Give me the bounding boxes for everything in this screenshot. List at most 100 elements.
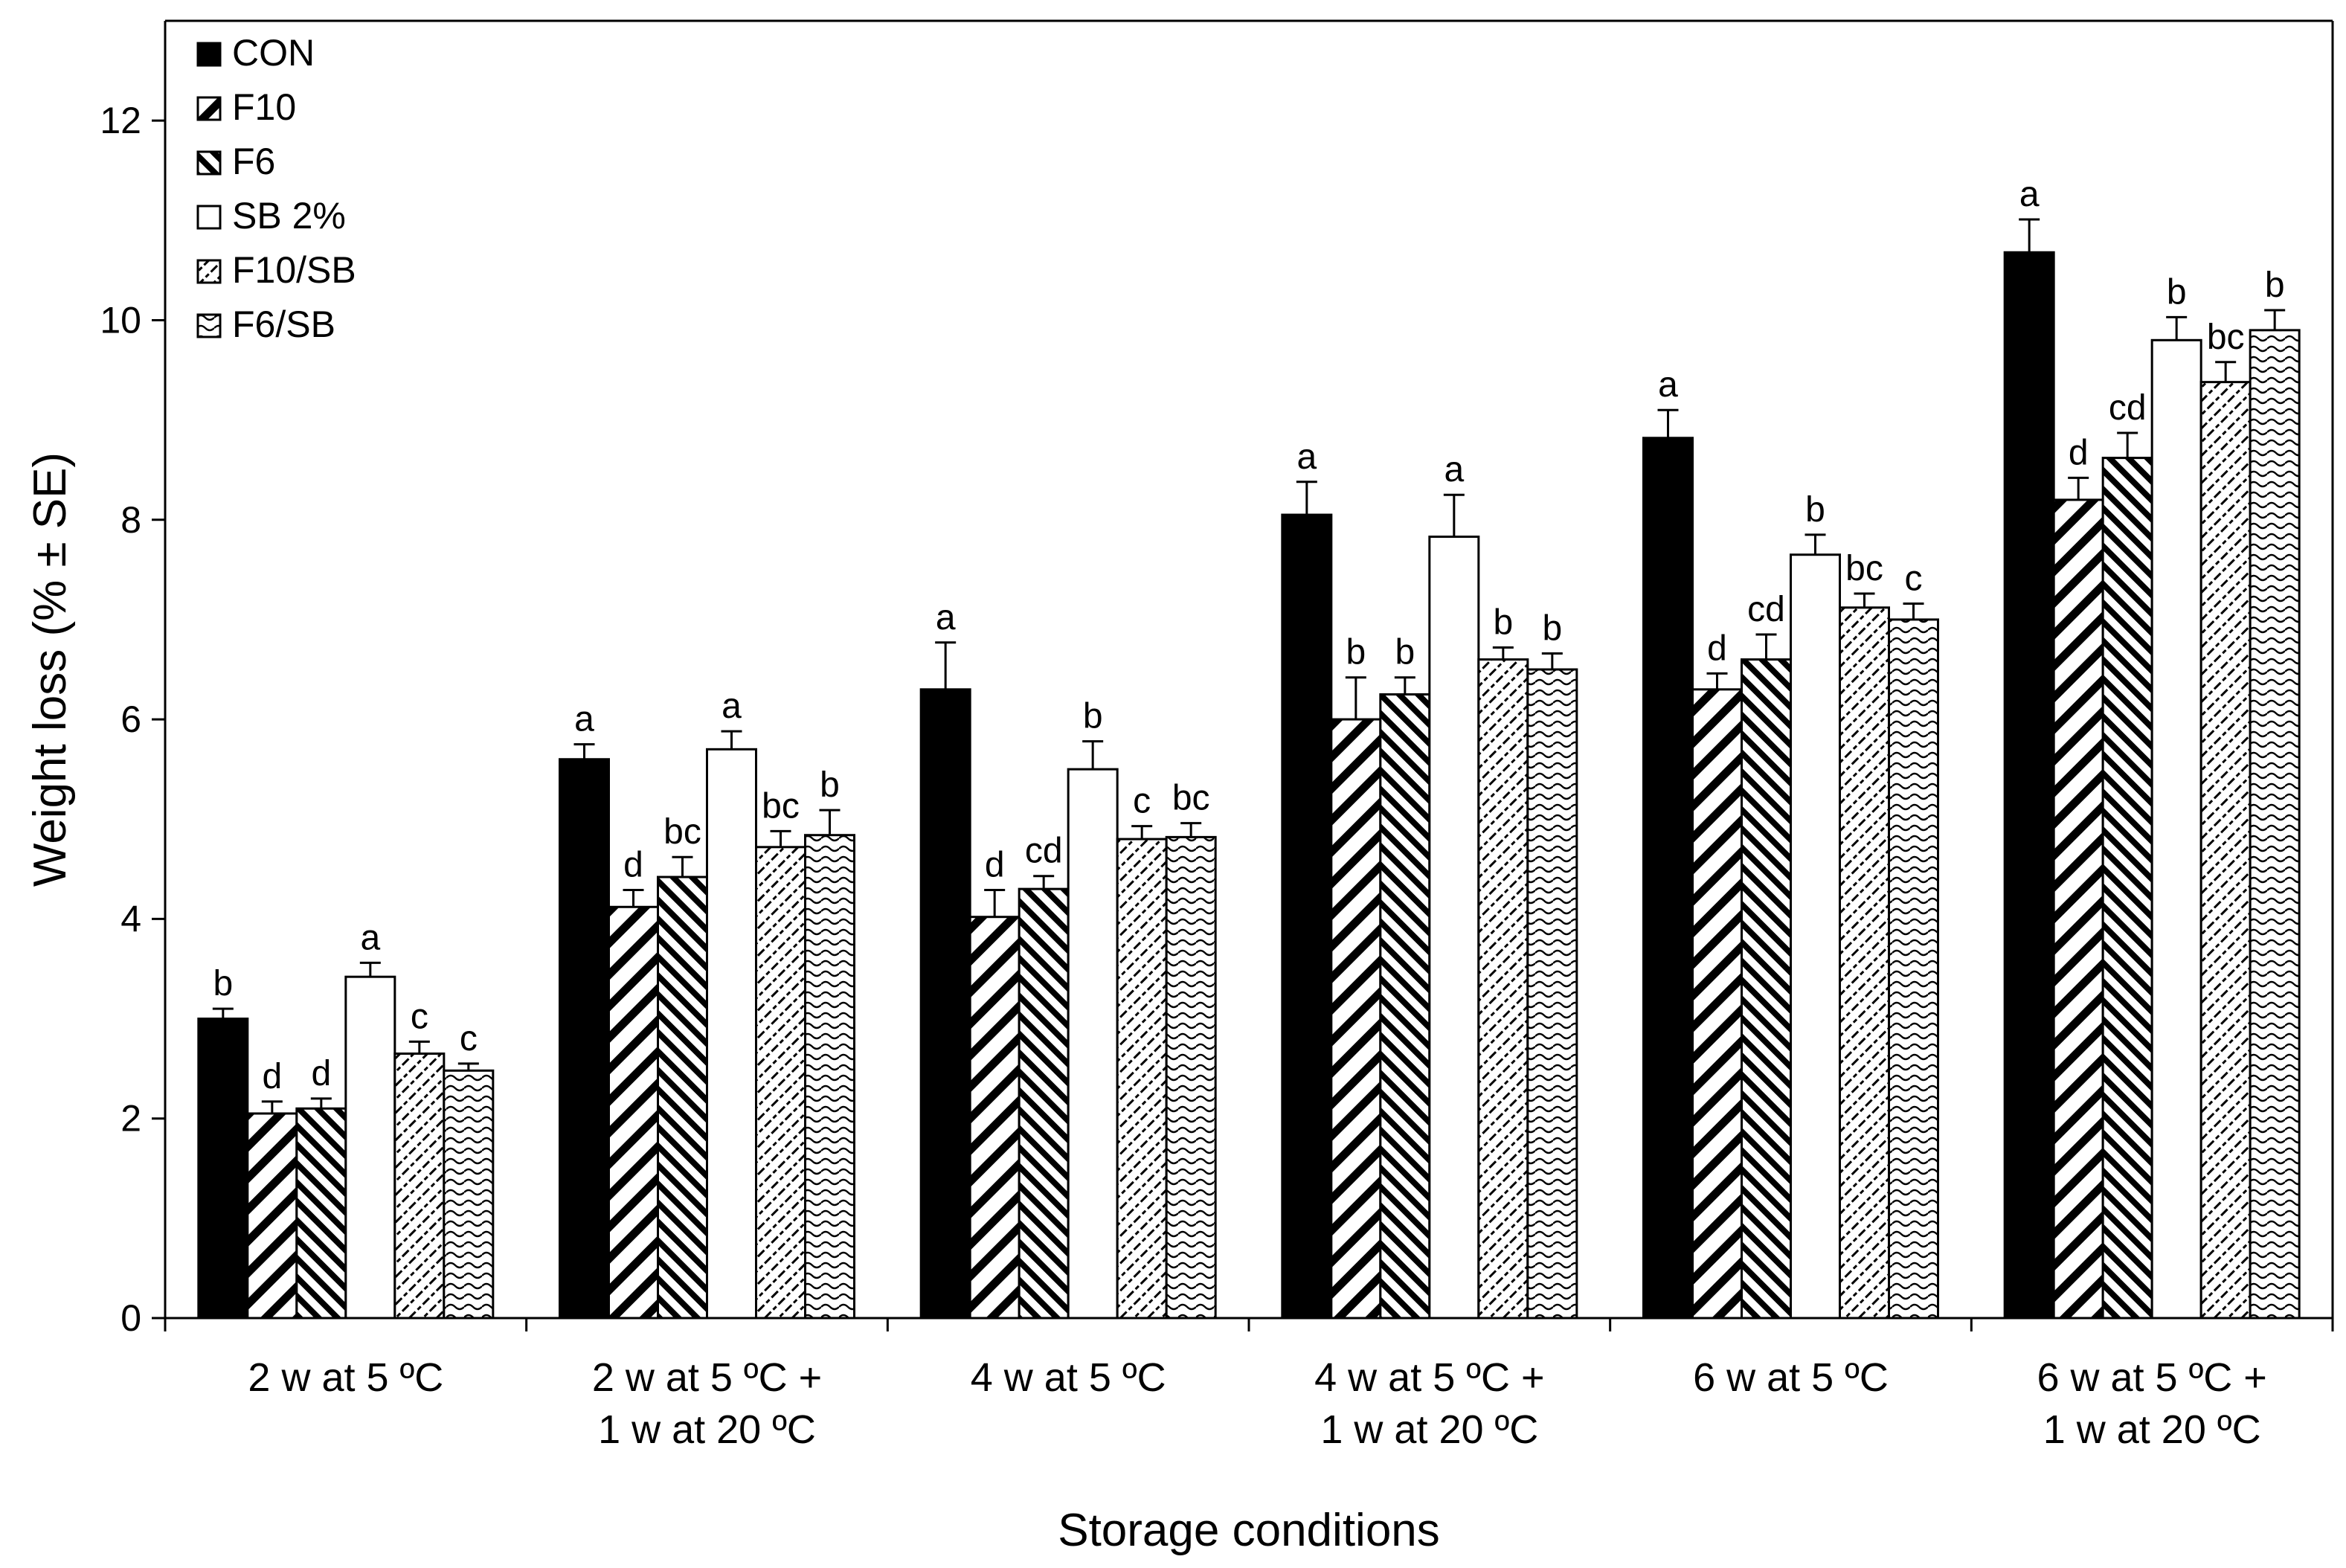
- bar-f10-sb-2: [1116, 838, 1168, 1320]
- significance-label: c: [411, 997, 428, 1036]
- bar-f10-2: [968, 916, 1021, 1320]
- significance-label: d: [311, 1054, 331, 1093]
- significance-label: cd: [2109, 388, 2147, 428]
- x-category-label: 6 w at 5 ºC: [1693, 1355, 1889, 1400]
- bar-f6-sb-3: [1526, 668, 1578, 1320]
- bar-con-2: [919, 688, 971, 1320]
- bar-f10-sb-4: [1839, 606, 1890, 1320]
- x-category-label: 1 w at 20 ºC: [2043, 1407, 2261, 1452]
- significance-label: d: [1707, 629, 1727, 668]
- significance-label: c: [1905, 559, 1923, 598]
- bar-con-0: [197, 1018, 249, 1320]
- legend-swatch-sb-2: [196, 205, 222, 230]
- bar-f6-0: [295, 1107, 347, 1320]
- y-tick-label: 10: [100, 299, 141, 341]
- x-category-label: 4 w at 5 ºC: [971, 1355, 1166, 1400]
- x-category-label: 1 w at 20 ºC: [598, 1407, 816, 1452]
- significance-label: bc: [2207, 318, 2245, 357]
- x-category-label: 1 w at 20 ºC: [1320, 1407, 1538, 1452]
- significance-label: a: [936, 598, 956, 637]
- significance-label: a: [574, 700, 594, 739]
- legend-label-f10-sb: F10/SB: [232, 249, 356, 291]
- y-tick-label: 8: [120, 499, 141, 541]
- significance-label: b: [2167, 272, 2187, 312]
- significance-label: a: [1658, 365, 1678, 405]
- significance-label: a: [1444, 450, 1464, 489]
- legend-label-con: CON: [232, 32, 315, 74]
- significance-label: a: [722, 687, 742, 726]
- x-category-label: 4 w at 5 ºC +: [1314, 1355, 1544, 1400]
- significance-label: cd: [1747, 590, 1785, 629]
- bar-f6-sb-0: [443, 1069, 495, 1320]
- x-category-label: 2 w at 5 ºC +: [592, 1355, 822, 1400]
- bar-f10-1: [608, 905, 659, 1320]
- significance-label: cd: [1025, 832, 1063, 871]
- bar-f6-sb-4: [1888, 618, 1939, 1320]
- bar-f6-1: [657, 875, 708, 1320]
- bar-f6-5: [2101, 457, 2153, 1320]
- y-tick-label: 2: [120, 1098, 141, 1140]
- bar-f10-sb-1: [755, 846, 806, 1320]
- bar-f10-sb-5: [2199, 381, 2252, 1320]
- significance-label: a: [360, 918, 380, 957]
- bar-sb-2-1: [706, 748, 757, 1320]
- legend-swatch-f6: [196, 150, 222, 176]
- significance-label: b: [1542, 609, 1562, 649]
- bar-sb-2-3: [1428, 536, 1480, 1320]
- bar-f10-0: [246, 1112, 298, 1320]
- legend-label-f6: F6: [232, 141, 275, 182]
- y-tick-label: 0: [120, 1297, 141, 1339]
- bar-f6-3: [1379, 693, 1431, 1320]
- significance-label: bc: [1845, 549, 1883, 588]
- legend-label-f6-sb: F6/SB: [232, 303, 335, 345]
- significance-label: b: [1083, 697, 1103, 736]
- significance-label: b: [1493, 603, 1513, 642]
- y-axis-title: Weight loss (% ± SE): [25, 452, 76, 887]
- bar-f10-4: [1691, 688, 1743, 1320]
- bar-sb-2-4: [1790, 553, 1841, 1320]
- y-tick-label: 12: [100, 100, 141, 141]
- bar-con-5: [2003, 251, 2055, 1320]
- significance-label: b: [2265, 266, 2285, 305]
- bar-f6-sb-2: [1165, 835, 1217, 1320]
- legend-label-sb-2: SB 2%: [232, 195, 346, 237]
- significance-label: b: [1395, 633, 1415, 672]
- significance-label: c: [1133, 782, 1151, 821]
- significance-label: a: [1296, 437, 1317, 477]
- significance-label: d: [262, 1057, 282, 1096]
- significance-label: b: [213, 964, 233, 1003]
- bar-sb-2-2: [1067, 768, 1119, 1320]
- bar-con-1: [559, 758, 610, 1320]
- legend-label-f10: F10: [232, 86, 296, 128]
- x-category-label: 6 w at 5 ºC +: [2037, 1355, 2266, 1400]
- bar-f6-4: [1741, 658, 1792, 1320]
- significance-label: a: [2019, 175, 2040, 214]
- significance-label: d: [2069, 433, 2089, 472]
- significance-label: bc: [1172, 779, 1210, 818]
- significance-label: bc: [762, 786, 800, 826]
- significance-label: d: [985, 845, 1005, 884]
- significance-label: b: [1346, 633, 1366, 672]
- bar-con-3: [1281, 513, 1333, 1320]
- y-tick-label: 6: [120, 698, 141, 740]
- x-axis-title: Storage conditions: [1058, 1505, 1440, 1556]
- bar-f10-sb-3: [1477, 658, 1529, 1320]
- bar-f10-sb-0: [393, 1052, 446, 1320]
- bar-sb-2-5: [2150, 338, 2202, 1320]
- bar-f6-sb-5: [2249, 329, 2301, 1320]
- legend-swatch-con: [196, 42, 222, 67]
- bar-sb-2-0: [344, 975, 396, 1320]
- significance-label: bc: [663, 812, 701, 852]
- significance-label: c: [460, 1019, 478, 1058]
- significance-label: b: [820, 765, 840, 805]
- significance-label: b: [1805, 490, 1825, 530]
- x-category-label: 2 w at 5 ºC: [248, 1355, 443, 1400]
- legend-swatch-f10-sb: [196, 259, 222, 284]
- legend-swatch-f10: [196, 96, 222, 121]
- bar-f10-5: [2052, 498, 2104, 1320]
- y-tick-label: 4: [120, 898, 141, 939]
- bar-f10-3: [1330, 718, 1382, 1320]
- legend-swatch-f6-sb: [196, 313, 222, 338]
- bar-f6-2: [1018, 887, 1070, 1320]
